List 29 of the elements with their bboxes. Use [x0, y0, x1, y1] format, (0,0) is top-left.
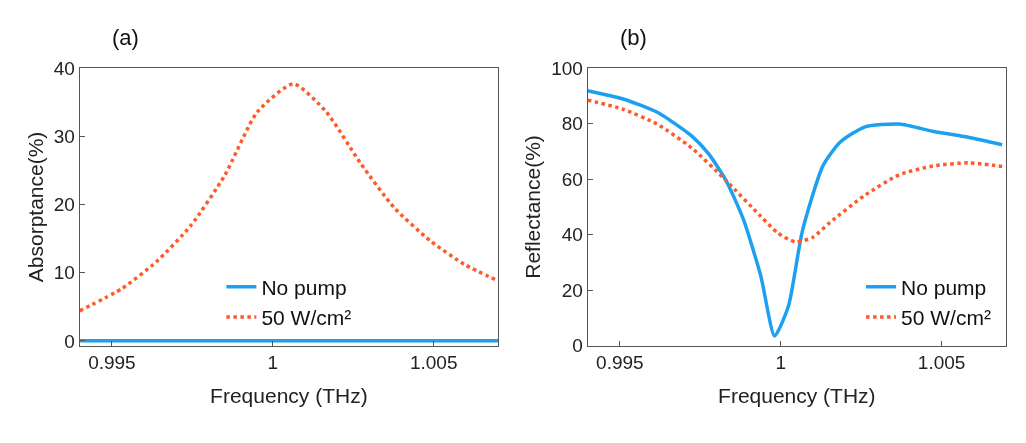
chart-title: (b) — [620, 25, 647, 50]
legend-label: 50 W/cm² — [901, 306, 991, 330]
y-axis-title: Absorptance(%) — [23, 131, 47, 283]
y-tick-label: 0 — [64, 330, 75, 352]
y-tick-label: 30 — [53, 126, 75, 148]
y-tick-label: 20 — [53, 194, 75, 216]
y-tick-label: 10 — [53, 262, 75, 284]
x-tick-label: 1 — [775, 352, 787, 374]
x-tick-label: 1.005 — [917, 352, 966, 374]
line-series — [587, 98, 1004, 244]
x-tick-label: 1.005 — [409, 352, 458, 374]
legend-label: 50 W/cm² — [261, 306, 352, 330]
x-tick-label: 0.995 — [596, 352, 644, 374]
x-tick-label: 1 — [267, 352, 279, 374]
line-series — [587, 88, 1004, 338]
y-tick-label: 60 — [561, 168, 583, 190]
y-tick-label: 20 — [561, 279, 583, 301]
x-tick-label: 0.995 — [88, 352, 136, 374]
y-tick-label: 0 — [572, 335, 583, 357]
legend-label: No pump — [261, 275, 347, 299]
x-axis-title: Frequency (THz) — [718, 383, 876, 407]
x-axis-title: Frequency (THz) — [210, 383, 368, 407]
legend-label: No pump — [901, 275, 987, 299]
y-axis-title: Reflectance(%) — [521, 135, 545, 279]
y-tick-label: 80 — [561, 113, 583, 135]
y-tick-label: 100 — [551, 57, 583, 79]
y-tick-label: 40 — [53, 57, 75, 79]
chart-title: (a) — [112, 25, 139, 50]
y-tick-label: 40 — [561, 224, 583, 246]
